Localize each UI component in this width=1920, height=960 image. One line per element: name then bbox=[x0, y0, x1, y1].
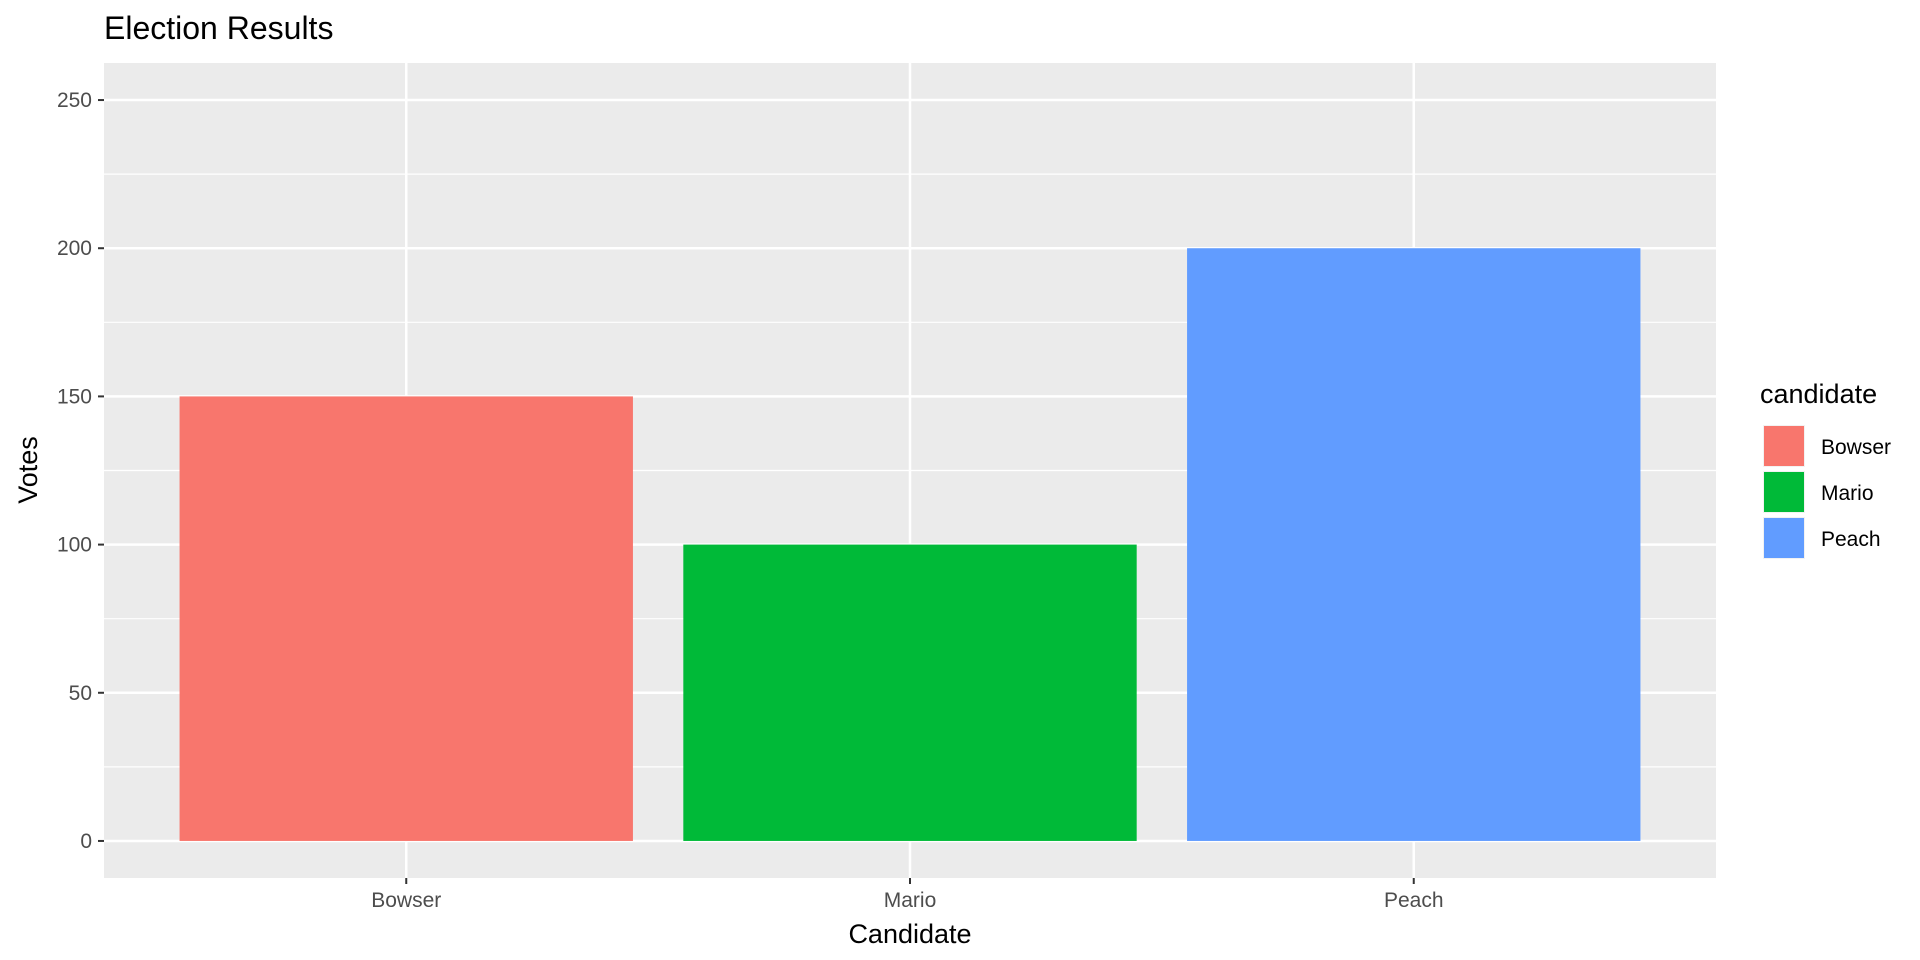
y-tick-label: 150 bbox=[57, 385, 92, 408]
legend-label: Mario bbox=[1821, 482, 1874, 505]
y-axis-title: Votes bbox=[13, 436, 43, 504]
bar-mario bbox=[683, 544, 1137, 841]
y-tick-label: 0 bbox=[80, 830, 92, 853]
legend-title: candidate bbox=[1760, 379, 1877, 409]
legend-key-mario bbox=[1764, 472, 1804, 512]
y-axis: 0 50 100 150 200 250 bbox=[57, 89, 104, 853]
y-tick-label: 100 bbox=[57, 534, 92, 557]
chart-title: Election Results bbox=[104, 10, 333, 46]
legend: candidate Bowser Mario Peach bbox=[1760, 379, 1891, 559]
legend-items: Bowser Mario Peach bbox=[1763, 425, 1891, 559]
legend-label: Bowser bbox=[1821, 436, 1891, 459]
legend-label: Peach bbox=[1821, 528, 1881, 551]
y-tick-label: 250 bbox=[57, 89, 92, 112]
x-axis: Bowser Mario Peach bbox=[371, 878, 1444, 912]
bar-bowser bbox=[179, 396, 633, 841]
legend-key-bowser bbox=[1764, 426, 1804, 466]
bars bbox=[179, 248, 1641, 841]
bar-peach bbox=[1187, 248, 1641, 841]
y-tick-label: 50 bbox=[69, 682, 92, 705]
x-tick-label: Peach bbox=[1384, 889, 1444, 912]
legend-key-peach bbox=[1764, 518, 1804, 558]
x-tick-label: Bowser bbox=[371, 889, 441, 912]
x-axis-title: Candidate bbox=[848, 919, 971, 949]
x-tick-label: Mario bbox=[884, 889, 937, 912]
y-tick-label: 200 bbox=[57, 237, 92, 260]
